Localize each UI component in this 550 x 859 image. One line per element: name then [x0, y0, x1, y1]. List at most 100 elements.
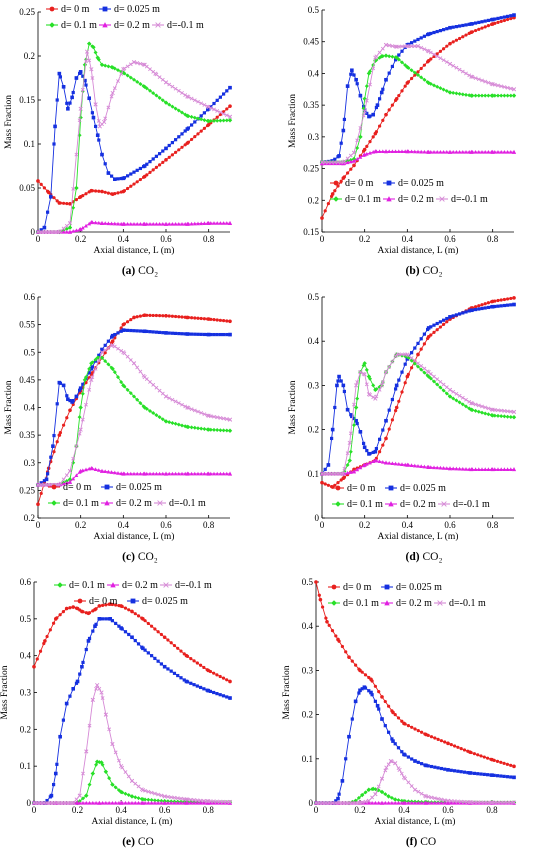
panel-f-legend-label: d= 0 m: [343, 582, 372, 593]
panel-e-series-3-marker: [179, 800, 183, 805]
panel-a-series-1-marker: [199, 114, 203, 118]
panel-f-series-1-marker: [439, 766, 443, 771]
panel-b-series-0-point: [352, 163, 356, 168]
panel-f-series-3-marker: [413, 800, 417, 805]
panel-c-series-1-marker: [81, 382, 85, 386]
panel-b-series-2-point: [426, 80, 431, 86]
panel-c-series-2-marker: [167, 420, 172, 425]
panel-b-series-0-marker: [451, 40, 455, 44]
panel-c-series-4-marker: [61, 477, 66, 482]
panel-d-series-4-marker: [371, 395, 376, 400]
panel-f-series-1-marker: [429, 764, 434, 769]
panel-d-series-4-marker: [441, 382, 446, 387]
panel-c-series-0-marker: [135, 315, 139, 319]
panel-a-series-4-marker: [84, 59, 88, 64]
panel-c-series-2-marker: [180, 423, 184, 428]
panel-a-series-2-marker: [170, 104, 175, 109]
panel-d-series-4-marker: [374, 394, 379, 399]
panel-e-y-tick-label: 0.3: [20, 688, 32, 698]
panel-b-series-4-marker: [348, 153, 353, 158]
panel-f-series-4-marker: [399, 771, 404, 776]
panel-d-series-1-marker: [474, 307, 478, 312]
panel-c-series-0-point: [185, 315, 190, 320]
panel-c-y-tick-label: 0.55: [19, 320, 35, 330]
panel-a-series-4-marker: [135, 61, 140, 65]
panel-f-series-1-point: [446, 768, 450, 772]
panel-d-series-2-marker: [371, 383, 376, 388]
panel-a-series-4: [35, 49, 233, 235]
panel-e-series-1-marker: [104, 617, 108, 621]
panel-a-series-1-marker: [202, 111, 206, 115]
panel-c-series-3-marker: [170, 471, 175, 476]
panel-b-series-3-point: [362, 152, 367, 157]
panel-c-legend-label: d=-0.1 m: [169, 498, 206, 509]
panel-a-series-4-marker: [202, 103, 207, 107]
panel-c-series-0-marker: [65, 416, 69, 420]
panel-b-series-2-marker: [444, 89, 449, 94]
panel-e-series-1-point: [228, 696, 232, 700]
panel-a-series-0-marker: [94, 189, 98, 193]
panel-b-series-4-marker: [476, 77, 481, 82]
panel-a-series-4-point: [163, 80, 169, 85]
panel-b-series-0-marker: [464, 33, 468, 37]
panel-e-x-tick-label: 0.2: [72, 805, 83, 815]
panel-a-series-4-point: [89, 67, 94, 72]
panel-d-series-3-marker: [502, 467, 507, 471]
panel-b-series-0-marker: [326, 201, 330, 206]
panel-d-series-0-marker: [477, 304, 481, 308]
panel-e-series-0-marker: [38, 649, 43, 653]
panel-e-series-3-point: [119, 800, 124, 805]
panel-b-series-4-marker: [387, 43, 392, 48]
panel-e-series-1-marker: [192, 683, 196, 687]
panel-f-series-1-marker: [482, 772, 486, 776]
panel-d-series-1-marker: [442, 318, 446, 322]
panel-f-series-0-marker: [472, 752, 476, 756]
panel-c-series-2-marker: [138, 401, 143, 406]
panel-e-series-4-point: [227, 799, 233, 805]
panel-a-series-4-marker: [80, 87, 85, 92]
panel-f-series-3-marker: [373, 800, 378, 805]
panel-a-series-2: [35, 41, 233, 235]
panel-c-series-1-marker: [145, 329, 149, 334]
panel-b-series-0-marker: [416, 70, 420, 74]
panel-c-series-0-marker: [225, 319, 229, 323]
panel-f-series-1-point: [340, 779, 345, 783]
panel-e-series-1-marker: [143, 648, 147, 652]
panel-f-series-4-marker: [386, 762, 391, 767]
panel-e-series-2-point: [84, 793, 89, 798]
panel-f-x-tick-label: 0.4: [398, 805, 410, 815]
panel-d-x-tick-label: 0.8: [487, 520, 499, 530]
panel-c-series-4-marker: [180, 402, 184, 407]
panel-b-series-1-marker: [349, 72, 353, 76]
panel-c-series-3-marker: [151, 471, 156, 476]
panel-e-series-1-marker: [146, 651, 150, 655]
panel-c-legend-swatch-marker: [104, 500, 110, 506]
panel-a-series-1-marker: [225, 89, 229, 93]
panel-f-series-1-marker: [377, 707, 381, 711]
panel-b-y-tick-label: 0.3: [308, 132, 320, 142]
panel-b-series-1-marker: [429, 31, 433, 36]
panel-a-y-tick-label: 0.25: [19, 7, 35, 17]
panel-c-series-2-marker: [192, 425, 197, 430]
panel-c-series-1-marker: [132, 329, 136, 333]
panel-b-series-2-marker: [422, 77, 427, 82]
panel-b-series-3-marker: [412, 149, 417, 154]
panel-f-y-tick-label: 0.4: [302, 621, 314, 631]
panel-a-series-3-point: [185, 221, 190, 226]
panel-b-series-1-marker: [496, 16, 500, 21]
panel-e-series-1-marker: [208, 689, 212, 693]
panel-e-legend-label: d= 0 m: [89, 596, 118, 607]
panel-d-series-1-marker: [477, 307, 481, 311]
panel-e-series-0-point: [64, 606, 69, 611]
panel-e-y-tick-label: 0.4: [20, 651, 32, 661]
panel-e-series-4-marker: [188, 797, 193, 802]
panel-e-series-0-marker: [133, 612, 137, 616]
panel-d-y-tick-label: 0: [315, 513, 320, 523]
panel-f-series-0-marker: [317, 593, 321, 597]
panel-a-series-0-point: [78, 195, 83, 199]
panel-a-series-0-marker: [42, 186, 47, 190]
panel-c-series-4-point: [185, 405, 190, 410]
panel-e-series-4-marker: [185, 797, 190, 802]
panel-c-series-4-marker: [45, 482, 50, 487]
panel-a-series-1-point: [49, 195, 53, 199]
